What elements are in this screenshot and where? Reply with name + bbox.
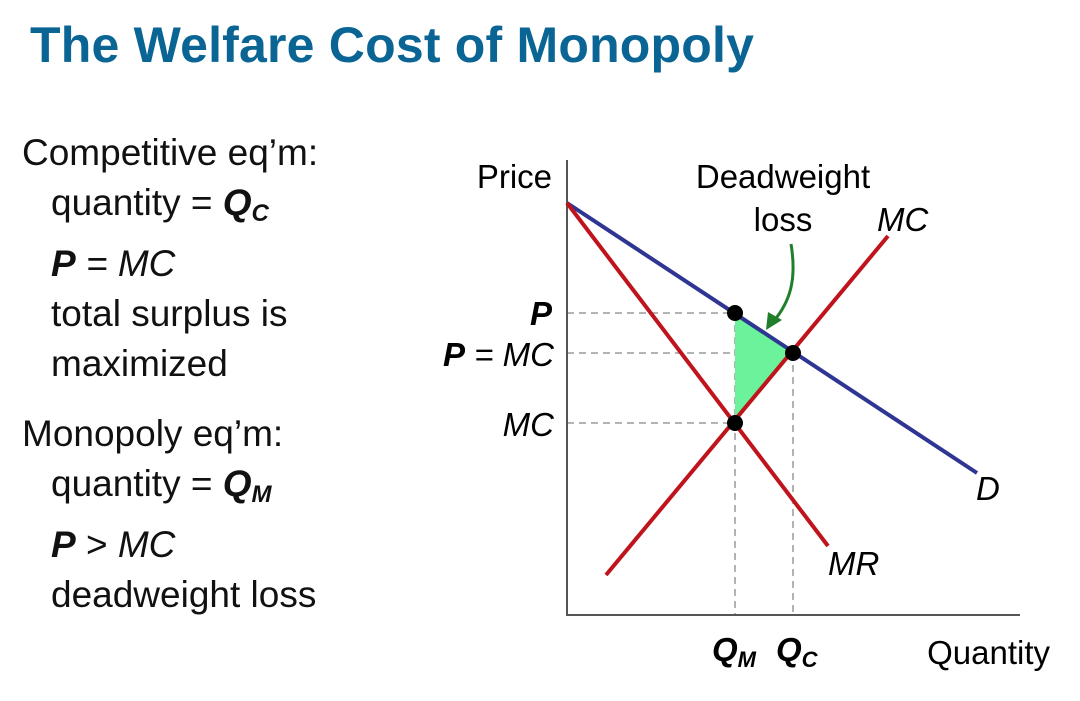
monopoly-heading: Monopoly eq’m:	[22, 413, 284, 454]
quantity-tick-qc: QC	[776, 631, 819, 672]
monopoly-deadweight-loss: deadweight loss	[51, 574, 317, 615]
equilibrium-points	[727, 305, 801, 431]
marginal-revenue-curve	[565, 201, 830, 548]
competitive-equilibrium-point	[785, 345, 801, 361]
monopoly-price-rule: P > MC	[51, 524, 176, 565]
competitive-surplus-line1: total surplus is	[51, 293, 288, 334]
slide-title: The Welfare Cost of Monopoly	[30, 17, 755, 73]
price-tick-mc: MC	[503, 406, 555, 443]
monopoly-price-point	[727, 305, 743, 321]
price-tick-p: P	[530, 295, 553, 332]
y-axis-label: Price	[477, 158, 552, 195]
x-axis-label: Quantity	[927, 634, 1050, 671]
dwl-label-line1: Deadweight	[696, 158, 870, 195]
deadweight-loss-area	[735, 313, 793, 423]
demand-curve	[565, 201, 979, 475]
monopoly-mc-point	[727, 415, 743, 431]
demand-label: D	[976, 470, 1000, 507]
price-tick-p-eq-mc: P = MC	[443, 336, 555, 373]
competitive-price-rule: P = MC	[51, 243, 176, 284]
bullet-list: Competitive eq’m: quantity = QC P = MC t…	[22, 128, 442, 620]
mc-label: MC	[877, 201, 929, 238]
monopoly-quantity: quantity = QM	[51, 463, 272, 508]
competitive-surplus-line2: maximized	[51, 343, 228, 384]
competitive-heading: Competitive eq’m:	[22, 132, 319, 173]
quantity-tick-qm: QM	[712, 631, 757, 672]
marginal-cost-curve	[604, 234, 890, 577]
competitive-quantity: quantity = QC	[51, 182, 269, 227]
mr-label: MR	[828, 545, 879, 582]
dwl-arrow	[771, 243, 795, 323]
dwl-arrowhead	[766, 312, 782, 330]
dwl-label-line2: loss	[754, 201, 813, 238]
